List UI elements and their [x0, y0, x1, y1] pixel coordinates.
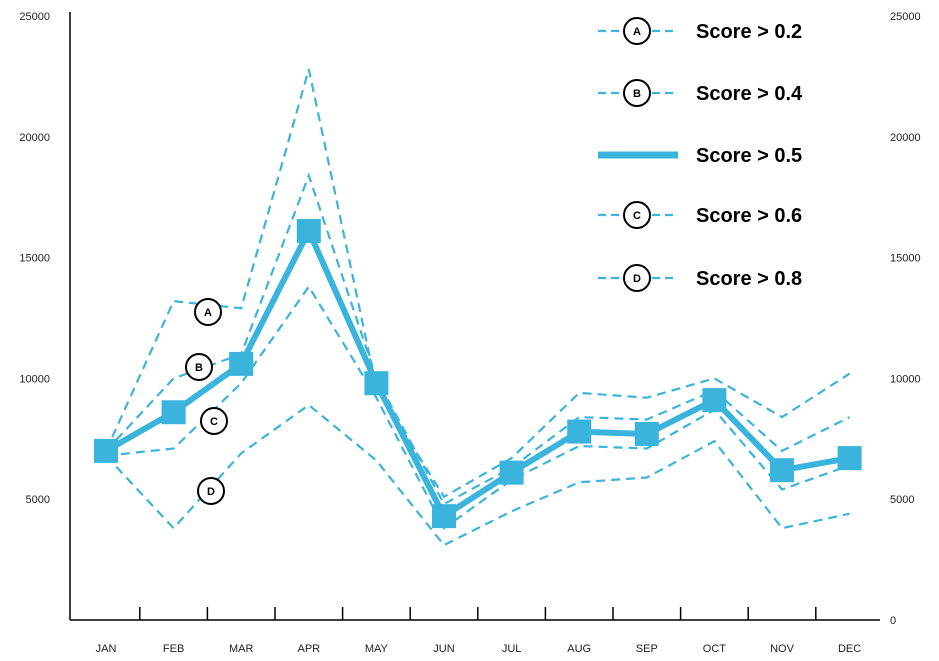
x-tick-label: JUL	[502, 643, 522, 655]
y-tick-label-left: 20000	[19, 132, 50, 144]
series-line-c	[105, 284, 850, 530]
legend-badge-b	[623, 79, 651, 107]
x-tick-label: JAN	[96, 643, 117, 655]
y-tick-label-left: 25000	[19, 11, 50, 23]
legend: A Score > 0.2 B Score > 0.4 Score > 0.5 C Scor…	[598, 17, 803, 292]
y-tick-label-right: 20000	[890, 132, 921, 144]
x-tick-label: SEP	[636, 643, 658, 655]
data-point-marker	[702, 388, 727, 413]
data-point-marker	[296, 219, 321, 244]
y-tick-label-left: 15000	[19, 253, 50, 265]
series-badge-a	[194, 298, 222, 326]
legend-badge-label: B	[633, 88, 641, 100]
data-point-marker	[94, 438, 118, 463]
y-tick-label-right: 10000	[890, 373, 921, 385]
series-badge-c	[200, 407, 228, 435]
y-tick-label-right: 5000	[890, 494, 914, 506]
series-badge-label: B	[195, 362, 203, 374]
data-point-marker	[432, 504, 456, 529]
y-tick-label-left: 10000	[19, 373, 50, 385]
legend-label: Score > 0.8	[696, 268, 802, 290]
series-badge-label: D	[207, 486, 215, 498]
x-tick-label: NOV	[770, 643, 795, 655]
series-line-d	[105, 403, 850, 547]
series-lines	[94, 68, 862, 547]
x-tick-label: MAR	[229, 643, 254, 655]
data-point-marker	[499, 460, 524, 485]
legend-badge-a	[623, 17, 651, 45]
legend-badge-label: A	[633, 26, 641, 38]
x-tick-label: FEB	[163, 643, 184, 655]
y-tick-label-left: 5000	[26, 494, 50, 506]
legend-label: Score > 0.4	[696, 83, 803, 105]
series-badge-label: C	[210, 416, 218, 428]
series-badge-b	[185, 353, 213, 381]
series-badges: A B C D	[185, 298, 228, 505]
series-badge-label: A	[204, 307, 212, 319]
x-tick-label: OCT	[703, 643, 727, 655]
data-point-marker	[229, 351, 254, 376]
legend-badge-d	[623, 264, 651, 292]
legend-badge-label: D	[633, 273, 641, 285]
legend-label: Score > 0.6	[696, 205, 802, 227]
x-tick-label: AUG	[567, 643, 591, 655]
legend-label: Score > 0.5	[696, 145, 802, 167]
x-tick-label: MAY	[365, 643, 389, 655]
series-badge-d	[197, 477, 225, 505]
data-point-marker	[161, 400, 186, 425]
data-point-marker	[634, 421, 659, 446]
data-point-marker	[567, 419, 592, 444]
x-tick-label: JUN	[433, 643, 454, 655]
axes: 0 5000 5000 10000 10000 15000 15000 20000 20000 2…	[19, 11, 920, 655]
x-tick-label: APR	[297, 643, 320, 655]
x-tick-label: DEC	[838, 643, 861, 655]
y-tick-label-right: 15000	[890, 253, 921, 265]
y-tick-label-right: 25000	[890, 11, 921, 23]
legend-badge-c	[623, 201, 651, 229]
legend-badge-label: C	[633, 210, 641, 222]
legend-label: Score > 0.2	[696, 21, 802, 43]
data-point-marker	[770, 458, 794, 483]
y-tick-label-right: 0	[890, 615, 896, 627]
